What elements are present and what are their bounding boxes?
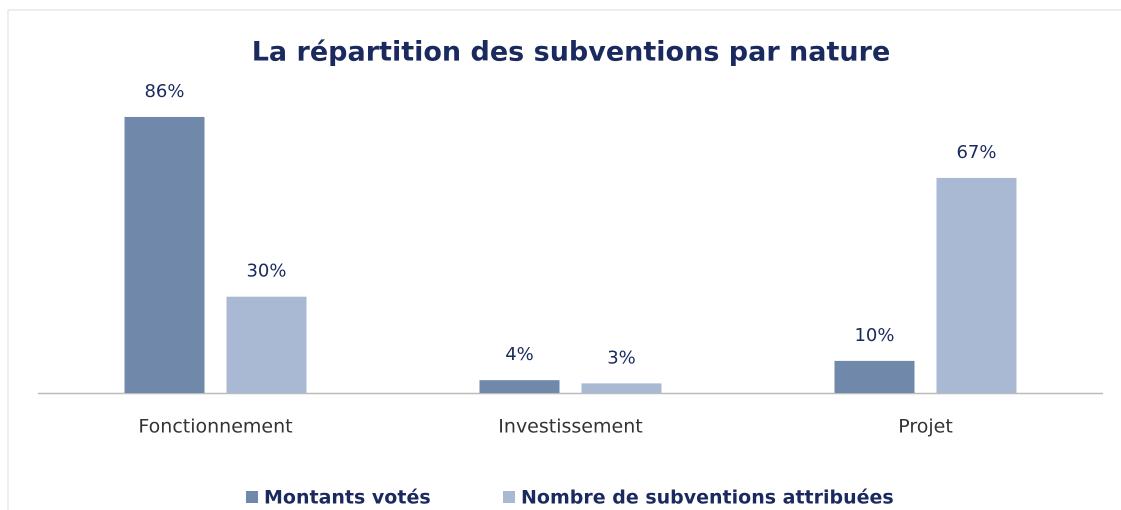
chart-title: La répartition des subventions par natur… (252, 37, 891, 68)
legend-label: Nombre de subventions attribuées (521, 487, 894, 509)
bar (581, 383, 662, 393)
data-label: 10% (854, 325, 894, 346)
x-tick-label: Projet (898, 416, 953, 438)
bar (124, 116, 205, 393)
legend-label: Montants votés (264, 487, 431, 509)
data-label: 30% (246, 261, 286, 282)
data-label: 4% (505, 344, 534, 365)
bar (936, 177, 1017, 393)
x-tick-label: Fonctionnement (138, 416, 292, 438)
data-label: 67% (956, 142, 996, 163)
data-label: 86% (144, 81, 184, 102)
bar (834, 360, 915, 393)
bar (226, 296, 307, 393)
legend-swatch (246, 491, 258, 503)
x-tick-label: Investissement (498, 416, 642, 438)
data-label: 3% (607, 347, 636, 368)
legend-swatch (503, 491, 515, 503)
bar (479, 380, 560, 393)
